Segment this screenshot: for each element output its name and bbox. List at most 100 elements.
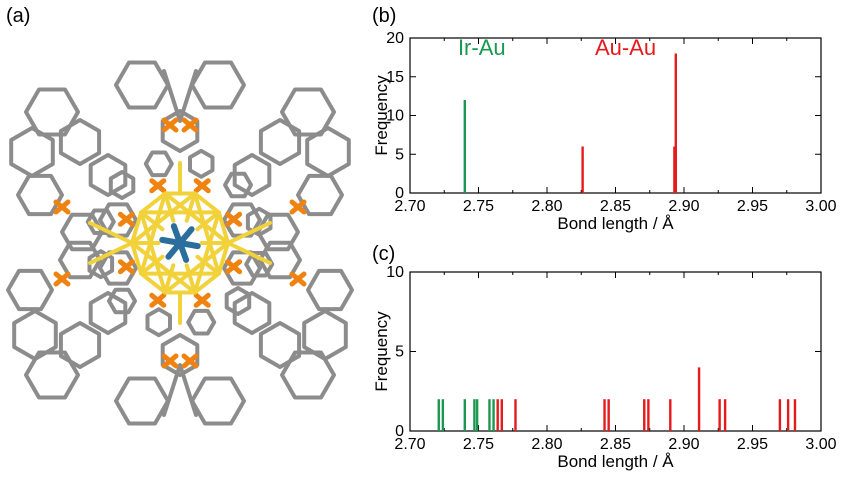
- x-tick-label: 2.80: [531, 198, 562, 215]
- y-tick-label: 0: [395, 185, 404, 202]
- ir-au-bond: [163, 263, 176, 295]
- phenyl-ring: [16, 173, 64, 217]
- phenyl-ring: [58, 321, 102, 369]
- phosphorus-bond: [289, 271, 307, 287]
- ligand-bridge: [162, 69, 198, 123]
- ir-au-bond: [184, 263, 197, 295]
- au-au-bond: [192, 210, 221, 295]
- plot-frame-c: [409, 271, 822, 432]
- au-au-bond: [130, 191, 197, 245]
- annotations-b: Ir-Au Au-Au: [458, 35, 656, 60]
- ticks-b: [409, 37, 822, 194]
- chart-b: 2.70 2.75 2.80 2.85 2.90 2.95 3.00 0 5 10 15 20 Ir…: [372, 30, 837, 233]
- ir-au-bond: [163, 191, 176, 223]
- phosphorus-bond: [149, 292, 167, 308]
- phenyl-ring: [280, 87, 336, 137]
- phenyl-ring: [85, 208, 116, 235]
- molecular-structure-illustration: [6, 60, 354, 426]
- iridium-center: [159, 223, 201, 263]
- phenyl-ring: [280, 350, 336, 400]
- x-tick-label: 2.85: [600, 198, 631, 215]
- ir-au-bond: [195, 254, 221, 276]
- ir-au-bond: [139, 254, 165, 276]
- panel-label-b: (b): [372, 5, 396, 27]
- phenyl-ring: [188, 148, 215, 179]
- phenyl-ring: [58, 118, 102, 166]
- phenyl-ring: [245, 206, 273, 237]
- phosphorus-bond: [289, 199, 307, 215]
- panel-label-c: (c): [372, 243, 395, 265]
- plot-frame-b: [409, 37, 822, 194]
- phenyl-ring: [296, 173, 344, 217]
- au-au-bond: [130, 241, 197, 295]
- y-tick-label: 5: [395, 344, 404, 361]
- phenyl-ring: [108, 170, 136, 200]
- phosphorus-bond: [53, 271, 71, 287]
- phenyl-ring: [87, 249, 115, 280]
- x-axis-title-c: Bond length / Å: [557, 452, 674, 471]
- x-tick-label: 2.75: [463, 436, 494, 453]
- phenyl-ring: [143, 150, 174, 178]
- x-tick-label: 2.85: [600, 436, 631, 453]
- phenyl-ring: [224, 286, 252, 316]
- bars-b: [463, 53, 677, 193]
- phosphorus-bond: [225, 259, 243, 275]
- bars-c: [437, 367, 797, 431]
- au-au-bond: [226, 241, 272, 265]
- y-axis-title-b: Frequency: [372, 75, 391, 156]
- au-au-bond: [226, 221, 272, 245]
- x-tick-label: 2.70: [394, 436, 425, 453]
- phenyl-ring: [145, 307, 172, 338]
- phenyl-ring: [6, 268, 54, 312]
- au-au-bond: [130, 210, 144, 245]
- phosphine-bonds: [53, 117, 307, 369]
- y-tick-label: 20: [386, 30, 404, 47]
- au-au-bond: [216, 210, 230, 245]
- phenyl-ring: [24, 350, 80, 400]
- x-tick-label: 2.90: [668, 198, 699, 215]
- phenyl-ring: [114, 60, 170, 110]
- au-au-bond: [192, 191, 221, 276]
- phenyl-ring: [160, 333, 200, 377]
- ligand-bridge: [162, 363, 198, 417]
- phosphorus-bond: [193, 292, 211, 308]
- y-tick-label: 10: [386, 264, 404, 281]
- ligand-framework: [6, 60, 354, 426]
- phenyl-ring: [222, 202, 262, 238]
- phosphorus-bond: [149, 178, 167, 194]
- phenyl-ring: [232, 291, 272, 335]
- x-tick-label: 2.70: [394, 198, 425, 215]
- phenyl-ring: [232, 153, 272, 197]
- au-au-bond: [139, 271, 168, 295]
- au-au-bond: [192, 191, 221, 215]
- phenyl-ring: [107, 287, 137, 315]
- ir-au-bond: [195, 210, 221, 232]
- x-tick-label: 3.00: [805, 198, 836, 215]
- y-tick-label: 15: [386, 69, 404, 86]
- chart-c: 2.70 2.75 2.80 2.85 2.90 2.95 3.00 0 5 10 Bond l…: [372, 264, 837, 471]
- au-au-bond: [216, 241, 230, 276]
- panel-label-a: (a): [6, 5, 30, 27]
- phenyl-ring: [88, 153, 128, 197]
- ticks-c: [409, 271, 822, 432]
- au-au-bond: [163, 241, 230, 295]
- au-au-bond: [192, 271, 221, 295]
- ir-center-bond: [177, 226, 195, 246]
- series-label-au-au: Au-Au: [595, 35, 656, 60]
- phenyl-ring: [190, 376, 246, 426]
- phosphorus-bond: [53, 199, 71, 215]
- phosphorus-bond: [161, 353, 179, 369]
- phenyl-ring: [244, 251, 275, 278]
- phenyl-ring: [306, 268, 354, 312]
- series-label-ir-au: Ir-Au: [458, 35, 506, 60]
- phenyl-ring: [114, 376, 170, 426]
- phosphorus-bond: [181, 117, 199, 133]
- phenyl-ring: [258, 321, 302, 369]
- phenyl-ring: [223, 171, 253, 199]
- y-tick-label: 0: [395, 423, 404, 440]
- phenyl-ring: [305, 126, 351, 178]
- phosphorus-bond: [161, 117, 179, 133]
- phenyl-ring: [24, 87, 80, 137]
- y-axis-title-c: Frequency: [372, 311, 391, 392]
